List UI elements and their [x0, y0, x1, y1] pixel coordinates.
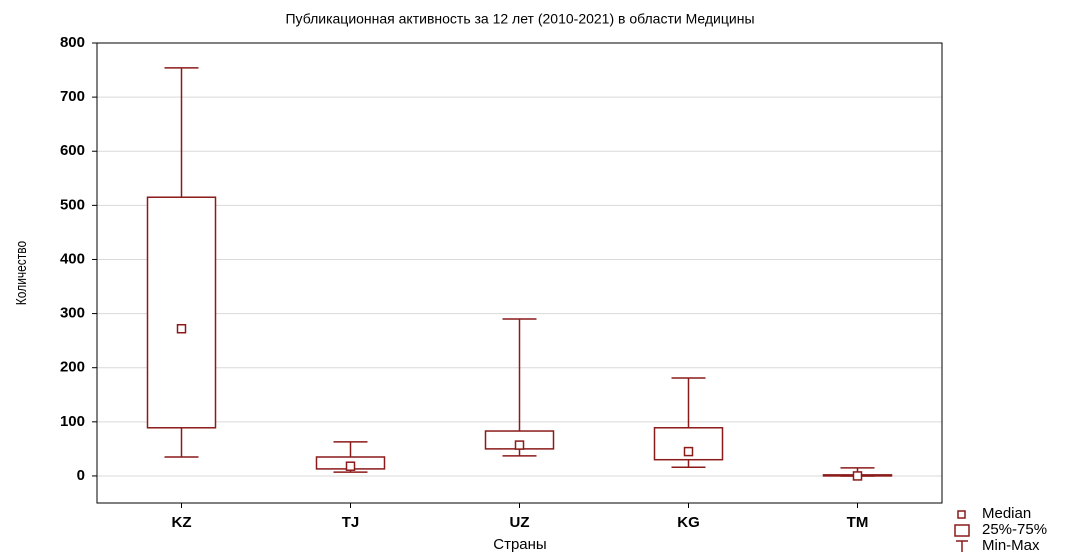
median: [345, 461, 356, 471]
legend-median-icon: [957, 510, 966, 519]
y-tick-label: 100: [60, 413, 85, 430]
y-tick-label: 700: [60, 88, 85, 105]
x-axis-label: Страны: [493, 536, 546, 553]
y-axis-label: Количество: [13, 241, 30, 305]
legend-label: Min-Max: [982, 537, 1040, 553]
median: [176, 323, 187, 334]
y-tick-label: 200: [60, 359, 85, 376]
legend-label: 25%-75%: [982, 521, 1047, 538]
median: [852, 471, 863, 481]
y-tick-label: 300: [60, 305, 85, 322]
x-tick-label: KG: [677, 514, 700, 531]
box: [146, 196, 217, 429]
y-tick-label: 400: [60, 250, 85, 267]
legend-label: Median: [982, 505, 1031, 522]
y-tick-label: 800: [60, 34, 85, 51]
x-tick-label: TJ: [342, 514, 360, 531]
y-tick-label: 0: [77, 467, 85, 484]
x-tick-label: KZ: [172, 514, 192, 531]
chart-title: Публикационная активность за 12 лет (201…: [285, 11, 754, 27]
x-tick-label: TM: [847, 514, 869, 531]
legend-box-icon: [954, 524, 970, 537]
y-tick-label: 500: [60, 196, 85, 213]
x-tick-label: UZ: [510, 514, 530, 531]
median: [514, 440, 525, 450]
y-tick-label: 600: [60, 142, 85, 159]
median: [683, 446, 694, 457]
